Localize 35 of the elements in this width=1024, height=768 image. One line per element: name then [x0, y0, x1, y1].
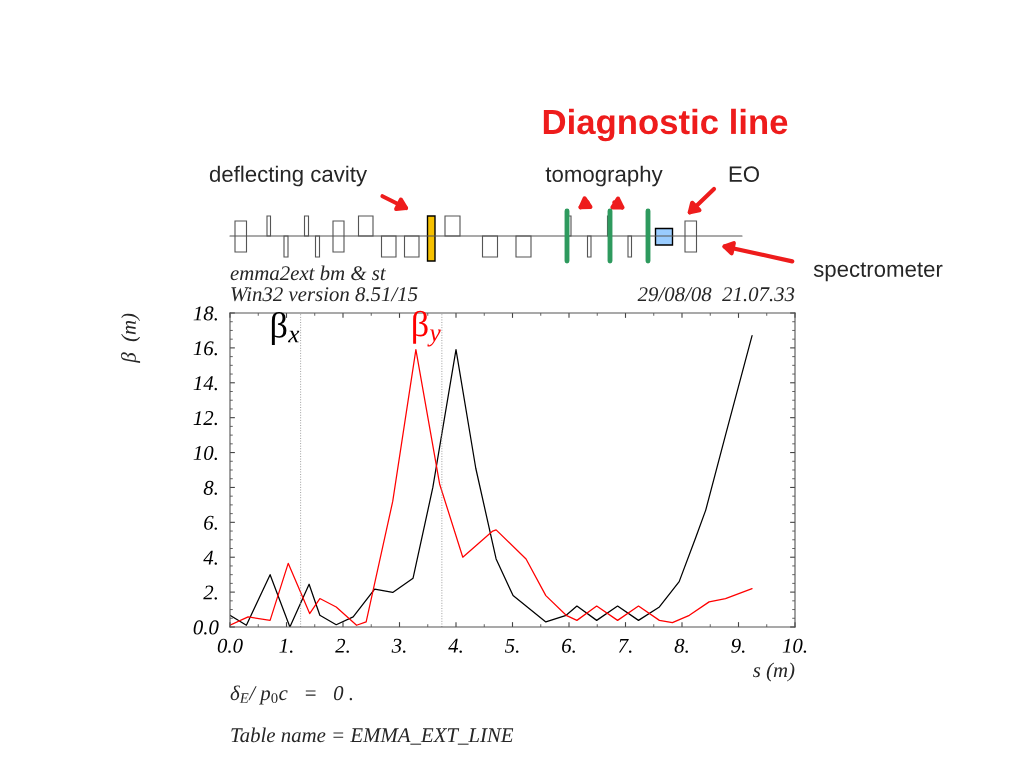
x-tick-label: 5. — [505, 638, 519, 653]
x-tick-label: 0.0 — [217, 638, 243, 653]
text: β$_{x}$ — [271, 311, 300, 346]
text: spectrometer — [813, 262, 943, 282]
y-tick-label: 8. — [203, 480, 218, 495]
x-tick-label: 8. — [674, 638, 688, 653]
x-tick-label: 9. — [731, 638, 745, 653]
x-tick-label: 10. — [782, 638, 807, 653]
y-tick-label: 12. — [193, 411, 218, 426]
text: emma2ext bm & st — [230, 265, 387, 281]
y-axis-title: β (m) — [120, 313, 141, 364]
text: tomography — [545, 165, 663, 187]
text: EO — [729, 166, 759, 182]
y-tick-label: 6. — [204, 515, 218, 530]
x-tick-label: 1. — [279, 638, 293, 653]
x-tick-label: 6. — [562, 638, 575, 653]
x-tick-label: 4. — [448, 638, 462, 653]
x-tick-label: 3. — [391, 638, 406, 653]
x-tick-label: 2. — [335, 638, 349, 653]
x-axis-title: s (m) — [753, 662, 795, 682]
series-label: β$_{y}$ — [413, 310, 441, 347]
y-tick-label: 14. — [193, 376, 218, 391]
y-tick-label: 10. — [193, 445, 218, 461]
chart-title: Diagnostic line — [543, 108, 788, 142]
text: Win32 version 8.51/15 — [231, 287, 418, 302]
text: Table name = EMMA_EXT_LINE — [231, 727, 514, 745]
x-tick-label: 7. — [618, 638, 632, 653]
text: δ$_{E}$/ p$_{0}$c = 0 . — [230, 685, 353, 705]
text: deflecting cavity — [209, 165, 368, 187]
text: 29/08/08 21.07.33 — [637, 287, 795, 302]
y-tick-label: 16. — [193, 341, 218, 356]
y-tick-label: 4. — [203, 550, 218, 565]
y-tick-label: 0.0 — [193, 620, 219, 635]
y-tick-label: 2. — [203, 585, 218, 600]
y-tick-label: 18. — [193, 306, 218, 321]
